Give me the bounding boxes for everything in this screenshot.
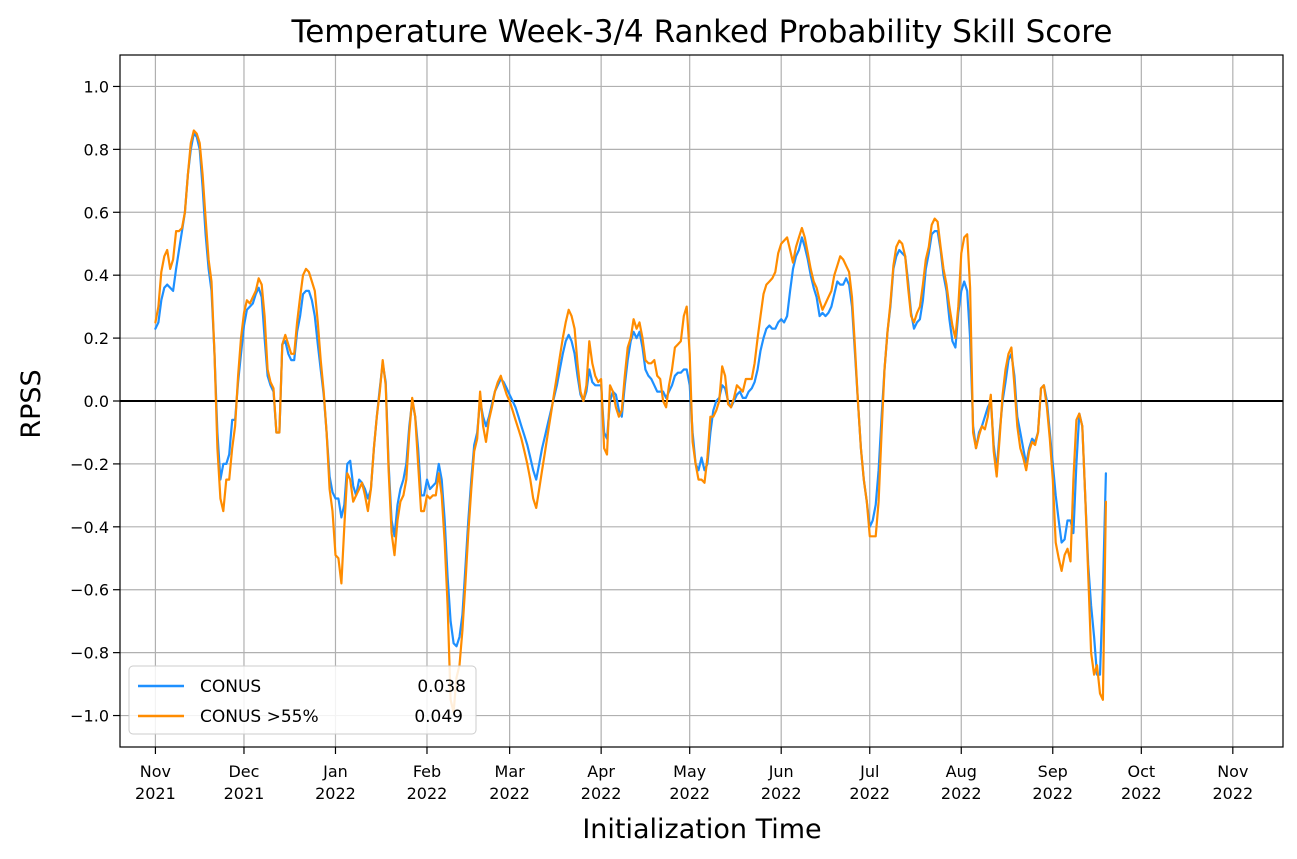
x-tick-year: 2022 — [407, 784, 448, 803]
x-axis-ticks: Nov 2021 Dec 2021 Jan 2022 Feb 2022 Mar 2022 Apr 20… — [135, 747, 1253, 803]
x-tick-year: 2022 — [761, 784, 802, 803]
x-tick-label: Nov 2021 — [135, 762, 176, 803]
x-tick-label: Jul 2022 — [849, 762, 890, 803]
y-tick-label: −0.2 — [70, 455, 109, 474]
x-tick-month: Mar — [495, 762, 526, 781]
legend-label-conus: CONUS — [200, 677, 261, 697]
x-tick-year: 2022 — [315, 784, 356, 803]
x-tick-label: Jun 2022 — [761, 762, 802, 803]
x-tick-month: Sep — [1038, 762, 1068, 781]
x-tick-label: Apr 2022 — [581, 762, 622, 803]
x-tick-label: Nov 2022 — [1212, 762, 1253, 803]
x-tick-month: Aug — [946, 762, 977, 781]
series-line-conus-55 — [154, 129, 1107, 714]
x-tick-year: 2022 — [941, 784, 982, 803]
y-tick-label: 1.0 — [84, 77, 109, 96]
x-tick-year: 2022 — [669, 784, 710, 803]
legend-score-conus: 0.038 — [417, 677, 466, 697]
legend-box — [128, 665, 477, 735]
legend-score-conus-55: 0.049 — [414, 707, 463, 727]
y-tick-label: −1.0 — [70, 707, 109, 726]
x-tick-month: Jan — [322, 762, 348, 781]
x-tick-label: Jan 2022 — [315, 762, 356, 803]
x-tick-year: 2022 — [1121, 784, 1162, 803]
legend-label-conus-55: CONUS >55% — [200, 707, 319, 727]
x-tick-label: May 2022 — [669, 762, 710, 803]
x-tick-month: Dec — [228, 762, 259, 781]
x-axis-label: Initialization Time — [582, 814, 821, 845]
x-tick-month: Feb — [413, 762, 441, 781]
x-tick-year: 2022 — [1032, 784, 1073, 803]
chart-title: Temperature Week-3/4 Ranked Probability … — [291, 14, 1113, 50]
y-tick-label: 0.6 — [84, 203, 109, 222]
x-tick-year: 2022 — [581, 784, 622, 803]
x-tick-label: Dec 2021 — [224, 762, 265, 803]
x-tick-year: 2021 — [135, 784, 176, 803]
y-axis-label: RPSS — [16, 369, 47, 438]
y-tick-label: −0.8 — [70, 644, 109, 663]
x-tick-label: Feb 2022 — [407, 762, 448, 803]
y-tick-label: 0.4 — [84, 266, 109, 285]
x-tick-year: 2021 — [224, 784, 265, 803]
x-tick-label: Aug 2022 — [941, 762, 982, 803]
x-tick-year: 2022 — [1212, 784, 1253, 803]
legend: CONUS 0.038 CONUS >55% 0.049 — [128, 665, 477, 735]
y-tick-label: −0.4 — [70, 518, 109, 537]
x-tick-month: Jul — [859, 762, 879, 781]
x-tick-label: Oct 2022 — [1121, 762, 1162, 803]
x-tick-year: 2022 — [849, 784, 890, 803]
x-tick-label: Mar 2022 — [489, 762, 530, 803]
x-tick-label: Sep 2022 — [1032, 762, 1073, 803]
x-tick-month: May — [673, 762, 706, 781]
y-tick-label: 0.8 — [84, 140, 109, 159]
x-tick-month: Nov — [140, 762, 171, 781]
x-tick-year: 2022 — [489, 784, 530, 803]
series-lines — [154, 129, 1107, 714]
y-tick-label: 0.0 — [84, 392, 109, 411]
x-tick-month: Apr — [587, 762, 615, 781]
x-tick-month: Jun — [768, 762, 794, 781]
x-tick-month: Oct — [1127, 762, 1155, 781]
y-axis-ticks: 1.0 0.8 0.6 0.4 0.2 0.0 −0.2 −0.4 −0.6 −0.8 −1.0 — [70, 77, 120, 726]
y-tick-label: 0.2 — [84, 329, 109, 348]
x-tick-month: Nov — [1217, 762, 1248, 781]
y-tick-label: −0.6 — [70, 581, 109, 600]
